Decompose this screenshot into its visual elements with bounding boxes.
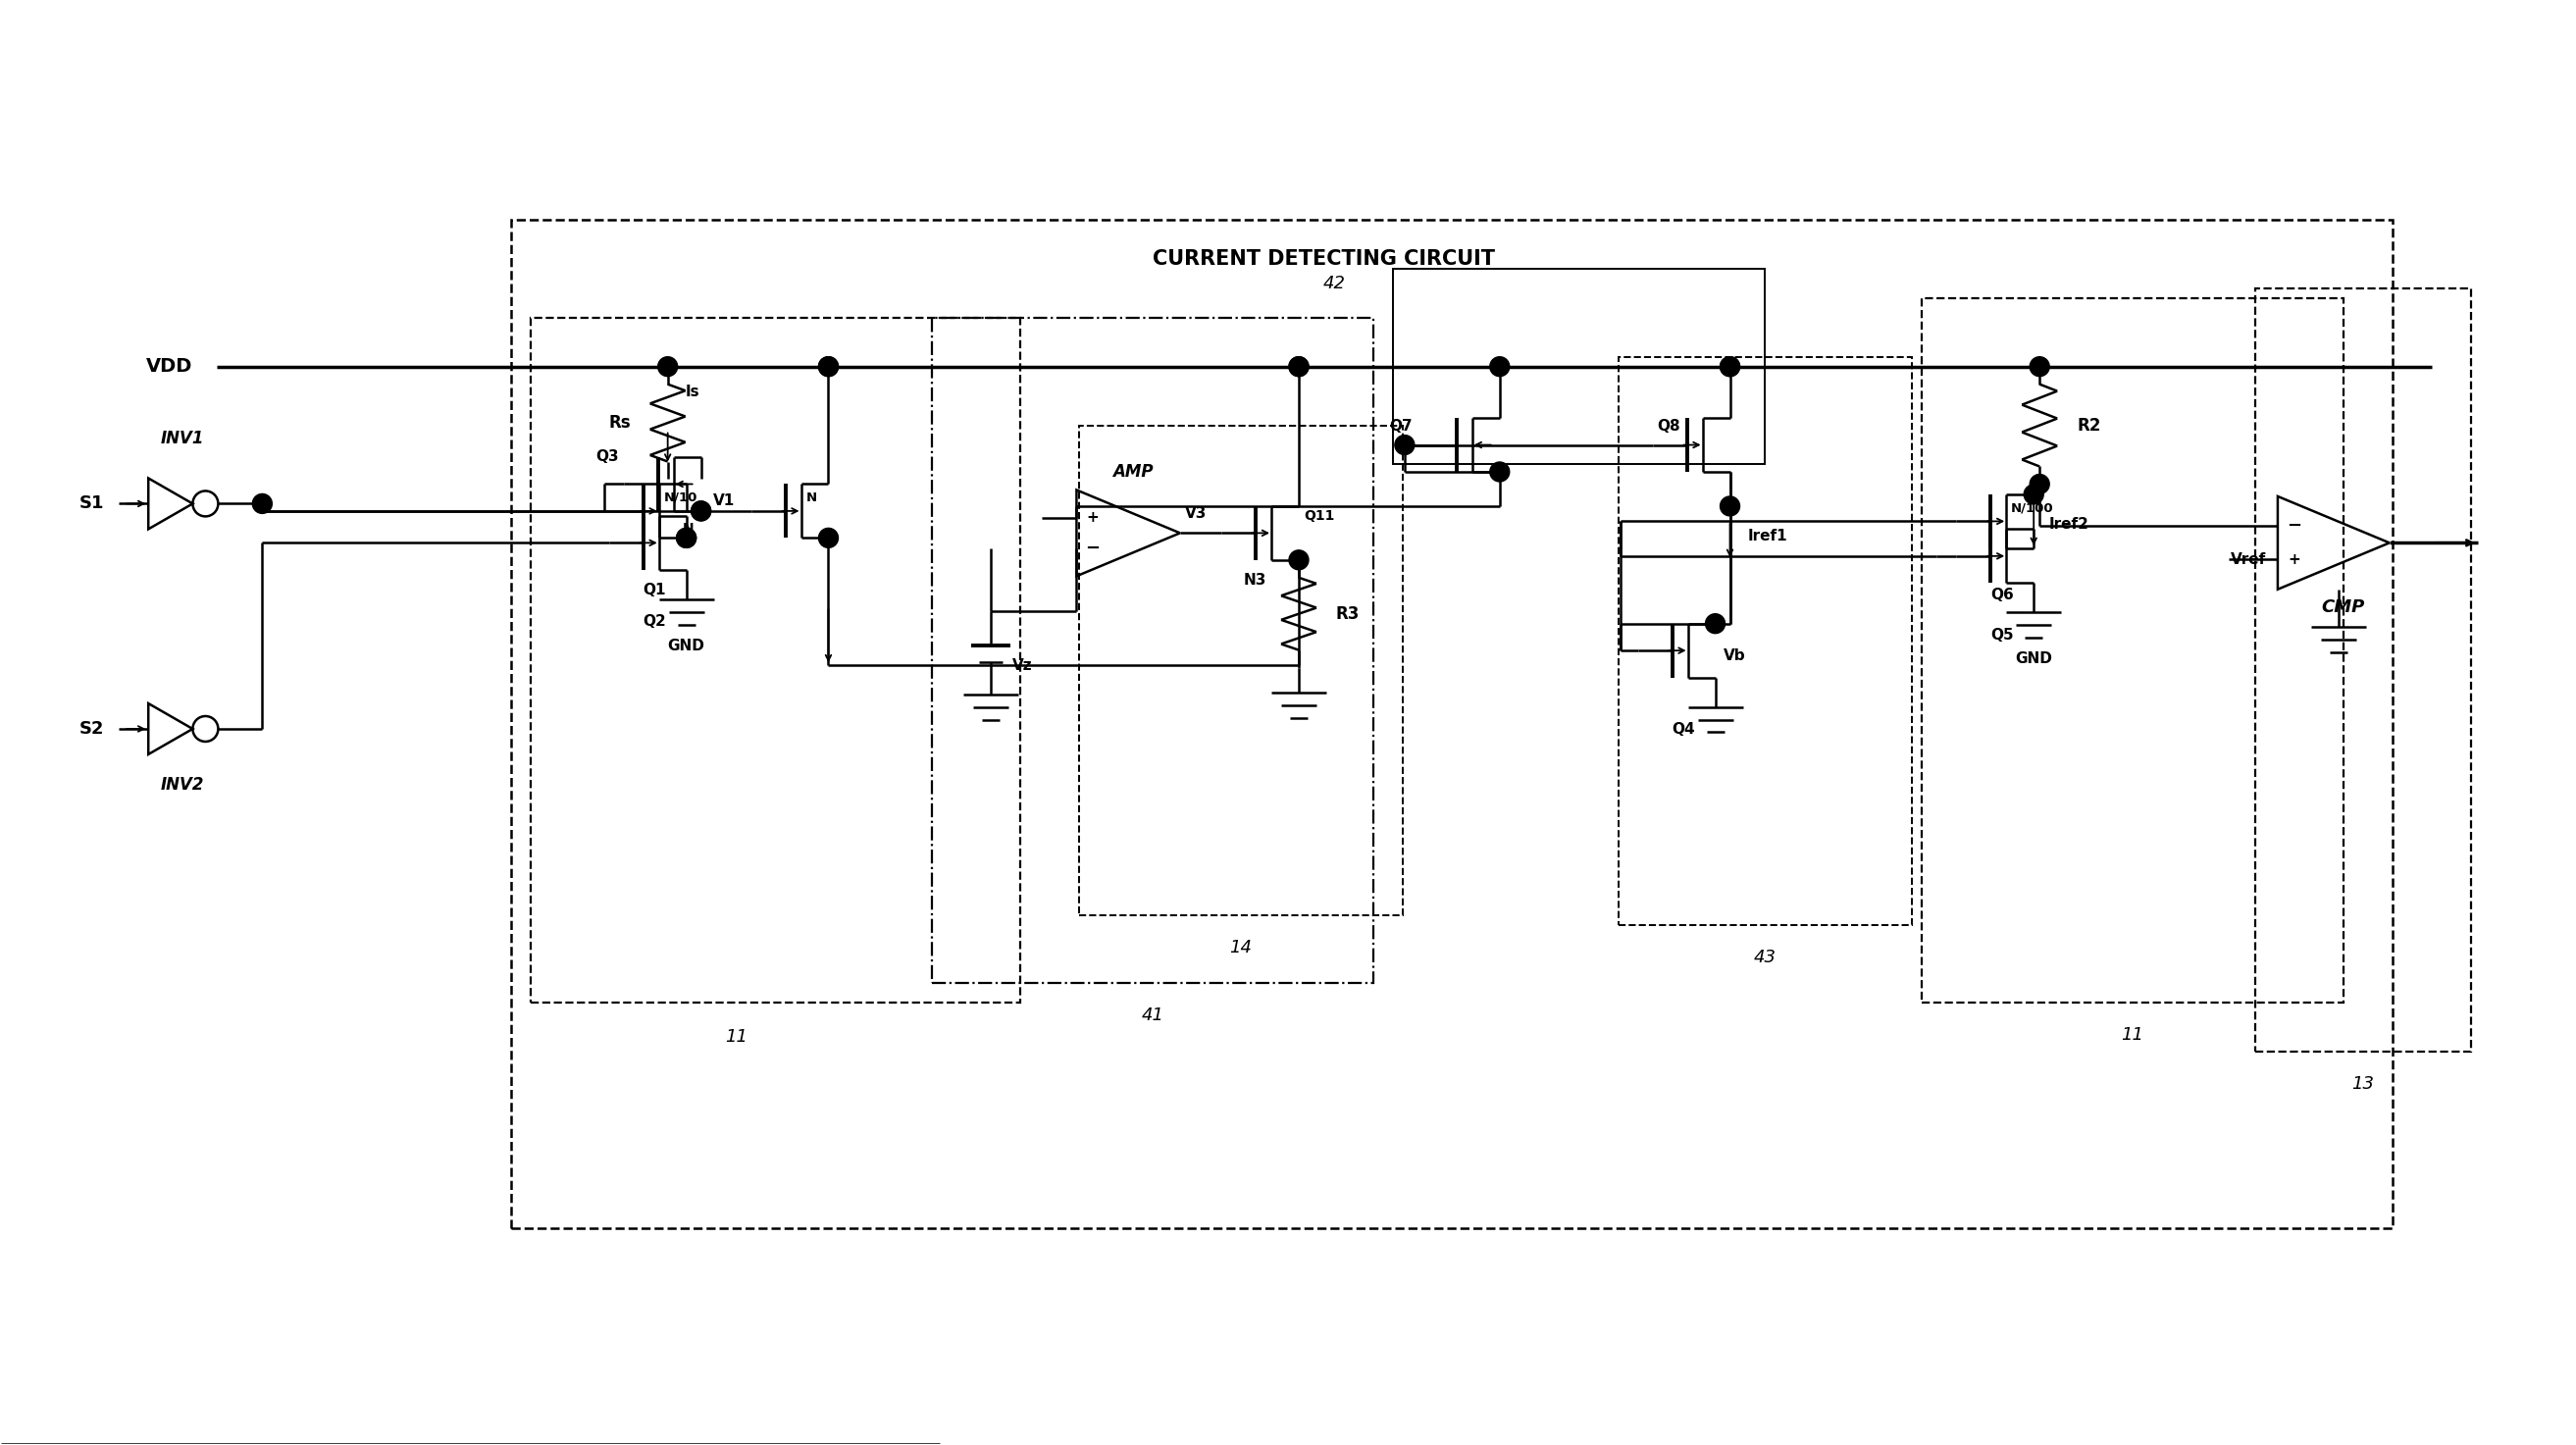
Text: INV2: INV2 [160,776,204,793]
Text: N: N [683,522,693,536]
Text: VDD: VDD [147,357,193,376]
Circle shape [690,501,711,520]
Text: Q7: Q7 [1388,419,1412,434]
Circle shape [677,527,696,548]
Circle shape [1288,357,1309,376]
Text: V1: V1 [714,494,734,509]
Circle shape [1721,357,1739,376]
Text: Q6: Q6 [1991,588,2014,603]
Text: 11: 11 [2123,1026,2143,1045]
Text: N/10: N/10 [665,491,698,504]
Text: 43: 43 [1754,948,1777,965]
Circle shape [1394,435,1414,455]
Text: N/100: N/100 [2012,501,2053,514]
Text: S2: S2 [80,720,103,738]
Bar [933,318,1373,984]
Text: Iref1: Iref1 [1747,529,1788,543]
Circle shape [1705,614,1726,633]
Text: Q11: Q11 [1303,510,1334,523]
Text: +: + [1087,510,1097,525]
Circle shape [819,357,837,376]
Text: Vb: Vb [1723,649,1747,663]
Bar [510,220,2393,1228]
Text: Vz: Vz [1012,659,1033,673]
Circle shape [1489,357,1510,376]
Text: N: N [806,491,817,504]
Circle shape [690,501,711,520]
Bar [531,318,1020,1003]
Text: Vref: Vref [2231,552,2267,566]
Text: V3: V3 [1185,507,1208,522]
Circle shape [1721,496,1739,516]
Text: R2: R2 [2076,416,2102,434]
Text: Q1: Q1 [644,582,667,597]
Text: 13: 13 [2352,1075,2375,1092]
Text: CMP: CMP [2321,598,2365,617]
Text: −: − [2287,517,2303,535]
Bar [1618,357,1911,925]
Text: GND: GND [2014,652,2053,666]
Text: 14: 14 [1229,938,1252,957]
Text: +: + [2287,552,2300,566]
Circle shape [1489,462,1510,481]
Text: Q5: Q5 [1991,627,2014,642]
Text: AMP: AMP [1113,464,1154,481]
Bar [1394,269,1765,464]
Text: Q3: Q3 [595,449,618,464]
Text: 11: 11 [724,1029,747,1046]
Text: 41: 41 [1141,1007,1164,1025]
Text: Rs: Rs [608,415,631,432]
Text: INV1: INV1 [160,429,204,447]
Text: GND: GND [667,639,706,653]
Bar [1922,298,2344,1003]
Text: CURRENT DETECTING CIRCUIT: CURRENT DETECTING CIRCUIT [1154,249,1497,269]
Text: −: − [1084,540,1100,558]
Circle shape [2025,484,2043,504]
Circle shape [252,494,273,513]
Circle shape [677,527,696,548]
Circle shape [2030,357,2050,376]
Circle shape [2030,474,2050,494]
Text: Is: Is [685,384,701,399]
Text: Q8: Q8 [1656,419,1680,434]
Text: Iref2: Iref2 [2048,517,2089,532]
Circle shape [1288,357,1309,376]
Text: S1: S1 [80,494,103,513]
Circle shape [1288,551,1309,569]
Text: Q4: Q4 [1672,722,1695,737]
Bar [1079,425,1404,915]
Bar [2254,288,2470,1052]
Circle shape [657,357,677,376]
Text: 42: 42 [1321,275,1345,292]
Text: R3: R3 [1337,605,1360,623]
Circle shape [1721,357,1739,376]
Text: Q2: Q2 [644,614,667,629]
Circle shape [819,527,837,548]
Circle shape [819,357,837,376]
Text: N3: N3 [1244,572,1267,587]
